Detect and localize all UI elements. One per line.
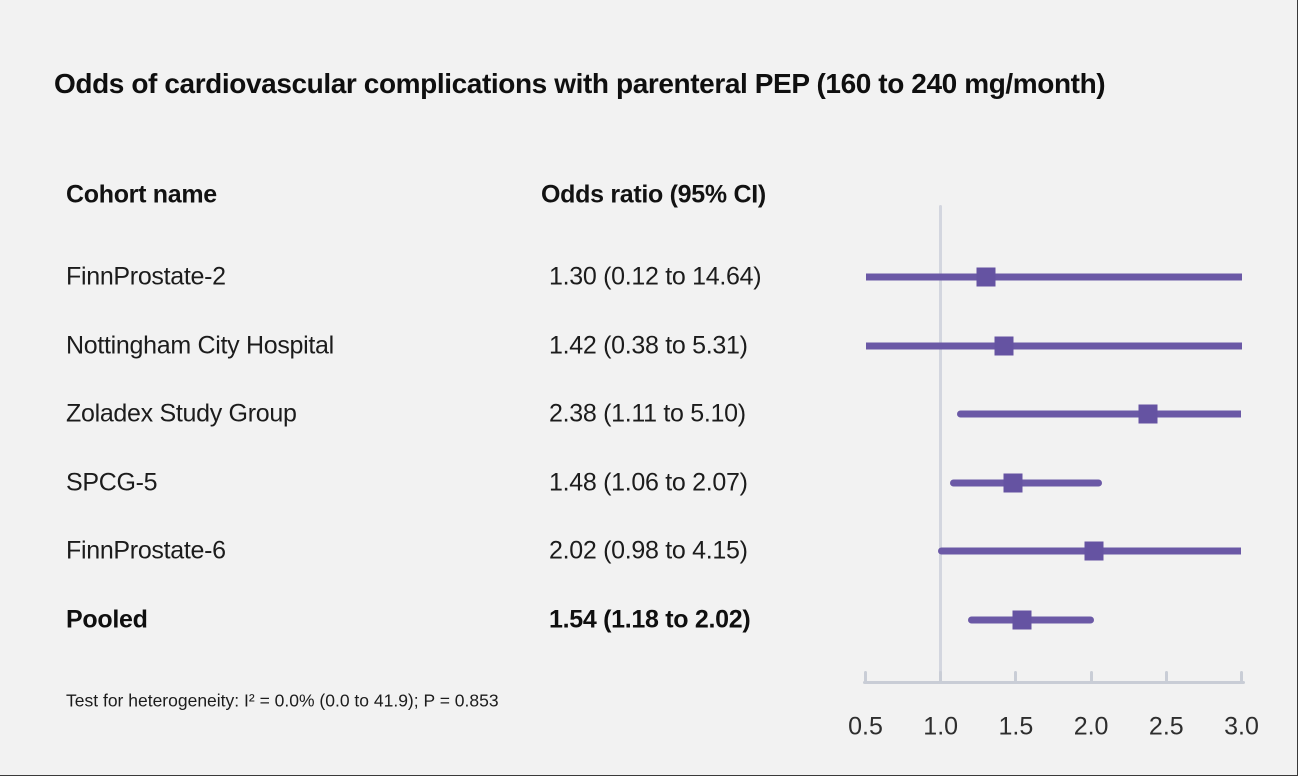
cohort-name: Nottingham City Hospital — [66, 331, 334, 359]
confidence-interval-line — [957, 410, 1242, 418]
pooled-estimate-marker — [1012, 610, 1032, 629]
cohort-name: FinnProstate-2 — [66, 262, 226, 291]
x-axis-tick — [864, 671, 867, 682]
x-axis-tick-label: 1.5 — [998, 712, 1034, 741]
x-axis-tick — [939, 671, 943, 682]
confidence-interval-line — [949, 479, 1102, 486]
point-estimate-marker — [994, 336, 1014, 355]
point-estimate-marker — [1003, 473, 1023, 492]
point-estimate-marker — [1084, 541, 1104, 561]
figure-title: Odds of cardiovascular complications wit… — [54, 68, 1106, 99]
x-axis-tick-label: 0.5 — [848, 712, 883, 741]
column-header-odds-ratio: Odds ratio (95% CI) — [541, 180, 766, 209]
cohort-name: FinnProstate-6 — [66, 536, 226, 565]
x-axis-tick-label: 2.5 — [1148, 712, 1184, 741]
cohort-name: SPCG-5 — [66, 468, 158, 496]
heterogeneity-footnote: Test for heterogeneity: I² = 0.0% (0.0 t… — [66, 690, 499, 711]
odds-ratio-value: 1.30 (0.12 to 14.64) — [549, 262, 762, 291]
x-axis-tick-label: 3.0 — [1224, 712, 1259, 741]
cohort-name: Pooled — [66, 605, 148, 633]
confidence-interval-line — [865, 342, 1242, 349]
odds-ratio-value: 1.48 (1.06 to 2.07) — [549, 468, 748, 496]
cohort-name: Zoladex Study Group — [66, 399, 297, 428]
odds-ratio-value: 1.54 (1.18 to 2.02) — [549, 605, 751, 633]
confidence-interval-line — [865, 273, 1242, 281]
odds-ratio-value: 1.42 (0.38 to 5.31) — [549, 331, 748, 359]
x-axis-tick-label: 1.0 — [923, 712, 959, 741]
x-axis-tick-label: 2.0 — [1073, 712, 1109, 741]
x-axis-tick — [1014, 671, 1018, 682]
x-axis-tick — [1089, 671, 1093, 682]
x-axis-line — [862, 681, 1245, 684]
odds-ratio-value: 2.38 (1.11 to 5.10) — [549, 399, 746, 428]
x-axis-tick — [1164, 671, 1168, 682]
x-axis-tick — [1240, 671, 1243, 682]
point-estimate-marker — [976, 267, 996, 287]
reference-line-or-1 — [939, 205, 943, 684]
point-estimate-marker — [1138, 404, 1158, 424]
odds-ratio-value: 2.02 (0.98 to 4.15) — [549, 536, 748, 565]
column-header-cohort-name: Cohort name — [66, 180, 217, 209]
